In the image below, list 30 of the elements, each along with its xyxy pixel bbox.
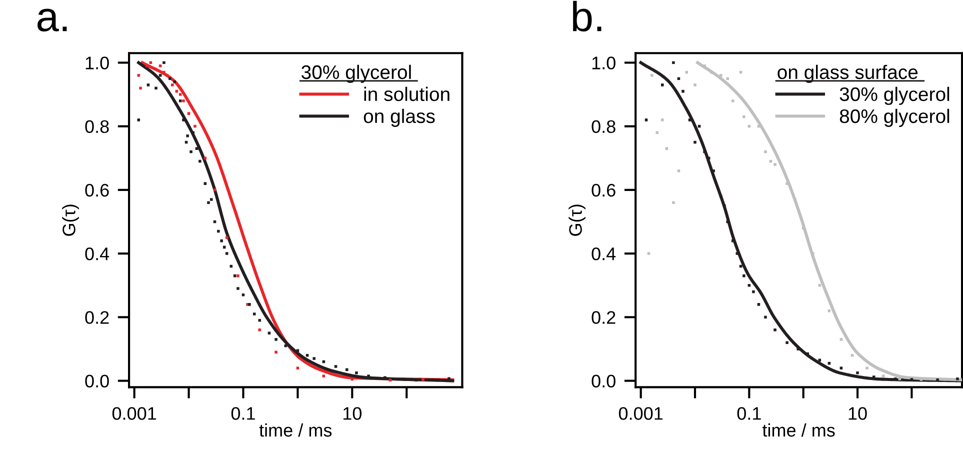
y-tick-label: 0.0 [85,374,109,388]
y-tick-label: 0.4 [85,247,110,260]
y-tick-label: 0.6 [592,184,616,197]
y-tick-label: 1.0 [592,56,616,70]
y-tick-label: 0.2 [592,311,616,324]
x-tick-label: 10 [344,407,362,420]
y-tick-label: 0.8 [592,120,616,134]
legend-label: 80% glycerol [840,108,950,127]
x-tick-label: 0.1 [231,407,255,420]
y-tick-label: 0.6 [85,184,109,197]
y-axis-title: G(τ) [568,204,586,236]
x-axis-title: time / ms [762,423,835,437]
x-tick-label: 0.1 [737,407,761,420]
y-tick-label: 0.0 [592,374,616,388]
text: a. [38,8,67,32]
x-tick-label: 0.001 [112,407,156,420]
legend-label: in solution [364,86,450,102]
x-tick-label: 10 [848,407,867,420]
text: b. [572,0,602,32]
y-axis-title: G(τ) [62,204,79,236]
legend-label: on glass [364,108,435,127]
y-tick-label: 0.8 [85,120,109,134]
legend-title: 30% glycerol [302,64,411,83]
y-tick-label: 1.0 [86,56,109,70]
legend-title: on glass surface [778,64,918,83]
y-tick-label: 0.2 [85,311,109,324]
legend-label: 30% glycerol [840,86,950,105]
x-axis-title: time / ms [259,423,332,437]
x-tick-label: 0.001 [618,407,663,420]
y-tick-label: 0.4 [592,247,616,260]
